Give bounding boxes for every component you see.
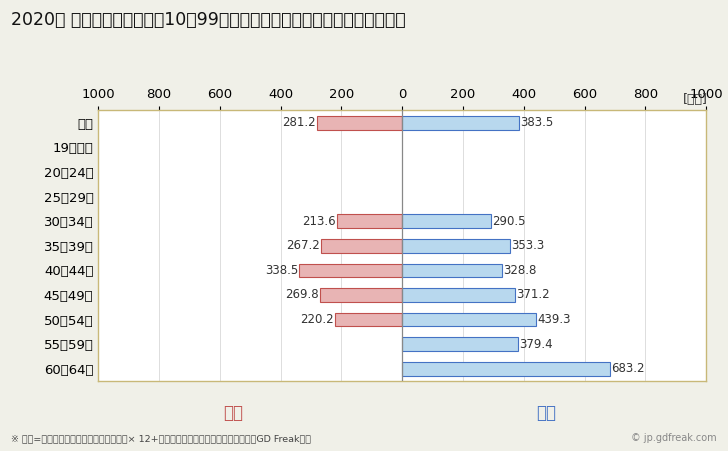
Bar [403,288,515,302]
Text: [万円]: [万円] [683,93,708,106]
Text: 371.2: 371.2 [516,289,550,302]
Text: 379.4: 379.4 [519,338,553,351]
Text: 281.2: 281.2 [282,116,315,129]
Text: 2020年 民間企業（従業者数10〜99人）フルタイム労働者の男女別平均年収: 2020年 民間企業（従業者数10〜99人）フルタイム労働者の男女別平均年収 [11,11,405,29]
Bar [403,214,491,228]
Bar [317,116,403,129]
Text: 女性: 女性 [223,404,243,422]
Bar [320,288,403,302]
Bar [403,239,510,253]
Text: 267.2: 267.2 [286,239,320,252]
Bar [337,214,403,228]
Bar [403,337,518,351]
Text: 213.6: 213.6 [302,215,336,228]
Bar [336,313,403,327]
Bar [403,362,610,376]
Text: 290.5: 290.5 [491,215,525,228]
Text: 220.2: 220.2 [301,313,334,326]
Text: 683.2: 683.2 [611,362,644,375]
Bar [403,116,519,129]
Bar [403,264,502,277]
Bar [403,313,536,327]
Text: © jp.gdfreak.com: © jp.gdfreak.com [631,433,717,443]
Text: 269.8: 269.8 [285,289,319,302]
Text: 328.8: 328.8 [503,264,537,277]
Text: 338.5: 338.5 [265,264,298,277]
Bar [321,239,403,253]
Text: 439.3: 439.3 [537,313,571,326]
Text: 383.5: 383.5 [520,116,553,129]
Bar [299,264,403,277]
Text: 男性: 男性 [536,404,556,422]
Text: ※ 年収=「きまって支給する現金給与額」× 12+「年間賞与その他特別給与額」としてGD Freak推計: ※ 年収=「きまって支給する現金給与額」× 12+「年間賞与その他特別給与額」と… [11,434,311,443]
Text: 353.3: 353.3 [511,239,544,252]
